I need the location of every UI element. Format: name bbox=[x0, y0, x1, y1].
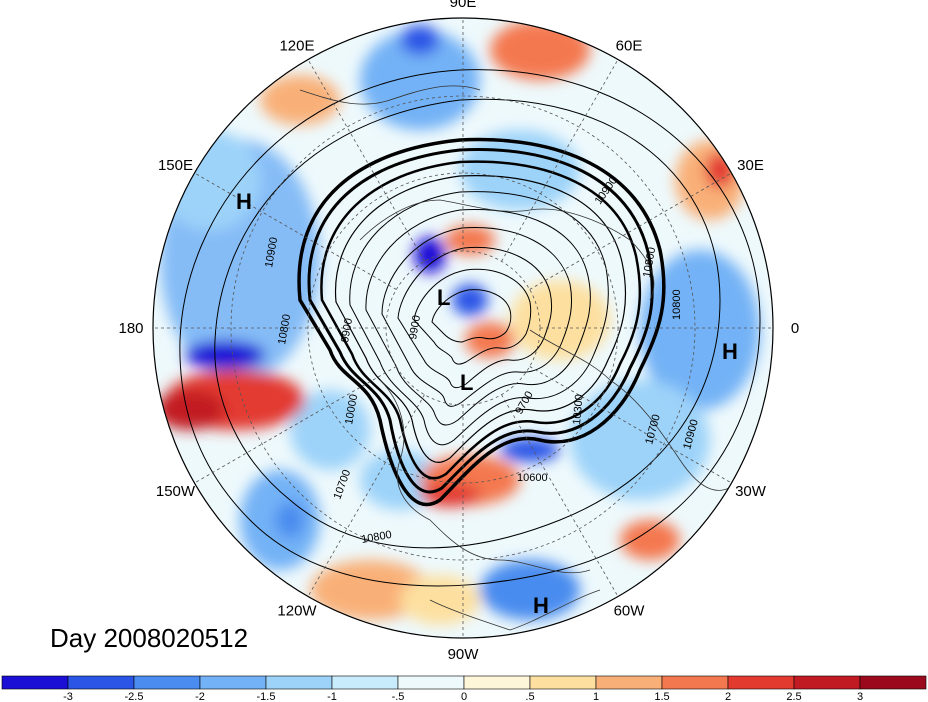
colorbar-swatch bbox=[67, 675, 135, 690]
colorbar-label: 3 bbox=[857, 691, 863, 702]
pressure-centers: H L L H H bbox=[236, 189, 738, 618]
coastlines bbox=[299, 85, 741, 631]
contour-label-10800-d: 10800 bbox=[641, 246, 658, 278]
graticule bbox=[153, 18, 773, 638]
longitude-label: 60W bbox=[614, 602, 646, 619]
high-marker-south-america: H bbox=[533, 593, 549, 618]
longitude-label: 30E bbox=[737, 157, 764, 174]
contour-label-10800-c: 10800 bbox=[671, 289, 683, 320]
contour-label-9900-b: 9900 bbox=[407, 314, 423, 340]
meridian-line bbox=[501, 59, 619, 262]
colorbar-label: -2.5 bbox=[125, 691, 144, 702]
colorbar-swatch bbox=[595, 675, 663, 690]
longitude-label: 30W bbox=[735, 483, 767, 500]
colorbar-label: -2 bbox=[195, 691, 205, 702]
contour-label-10800-b: 10800 bbox=[360, 529, 392, 546]
longitude-label: 180 bbox=[118, 320, 143, 337]
contour-label-10900-a: 10900 bbox=[263, 236, 280, 268]
longitude-label: 120E bbox=[279, 38, 314, 55]
colorbar-label: 0 bbox=[461, 691, 467, 702]
meridian-line bbox=[307, 394, 425, 597]
longitude-label: 150W bbox=[156, 483, 196, 500]
meridian-line bbox=[194, 366, 397, 484]
colorbar-swatch bbox=[265, 675, 333, 690]
colorbar-label: 1 bbox=[593, 691, 599, 702]
height-contours bbox=[179, 69, 761, 587]
longitude-label: 150E bbox=[158, 157, 193, 174]
meridian-line bbox=[529, 172, 732, 290]
contour-label-10600-a: 10600 bbox=[517, 472, 548, 484]
colorbar-swatch bbox=[133, 675, 201, 690]
meridian-line bbox=[501, 394, 619, 597]
contour-labels: 10900 10800 9900 9900 10000 10700 10800 … bbox=[263, 175, 701, 546]
colorbar-label: -3 bbox=[63, 691, 73, 702]
longitude-labels: 90E 60E 30E 0 30W 60W 90W 120W 150W 180 150E 120E bbox=[118, 0, 799, 663]
colorbar-swatch bbox=[793, 675, 861, 690]
longitude-label: 90E bbox=[450, 0, 477, 11]
colorbar-label: -1 bbox=[327, 691, 337, 702]
day-title: Day 2008020512 bbox=[50, 623, 248, 653]
longitude-label: 0 bbox=[791, 320, 799, 337]
colorbar-swatch bbox=[727, 675, 795, 690]
high-marker-atlantic-east: H bbox=[722, 339, 738, 364]
colorbar-swatch bbox=[1, 675, 69, 690]
meridian-line bbox=[194, 172, 397, 290]
colorbar-swatch bbox=[859, 675, 927, 690]
high-marker-pacific-west: H bbox=[236, 189, 252, 214]
colorbar-swatch bbox=[199, 675, 267, 690]
longitude-label: 90W bbox=[448, 646, 480, 663]
meridian-line bbox=[529, 366, 732, 484]
low-marker-siberia: L bbox=[437, 285, 450, 310]
colorbar-swatch bbox=[331, 675, 399, 690]
colorbar-label: .5 bbox=[525, 691, 534, 702]
contour-label-10300-a: 10300 bbox=[571, 394, 586, 426]
contour-label-10800-a: 10800 bbox=[276, 313, 293, 345]
contour-label-9900-a: 9900 bbox=[339, 317, 355, 343]
colorbar-label: -.5 bbox=[392, 691, 405, 702]
low-marker-pole: L bbox=[460, 370, 473, 395]
colorbar: -3 -2.5 -2 -1.5 -1 -.5 0 .5 1 1.5 2 2.5 3 bbox=[1, 675, 927, 702]
map-border bbox=[152, 17, 774, 639]
longitude-label: 120W bbox=[277, 602, 317, 619]
colorbar-label: 2.5 bbox=[786, 691, 801, 702]
longitude-label: 60E bbox=[616, 38, 643, 55]
colorbar-label: -1.5 bbox=[257, 691, 276, 702]
colorbar-swatch bbox=[529, 675, 597, 690]
colorbar-label: 2 bbox=[725, 691, 731, 702]
contour-label-10000-a: 10000 bbox=[343, 393, 360, 425]
meridian-line bbox=[307, 59, 425, 262]
colorbar-swatch bbox=[661, 675, 729, 690]
colorbar-swatch bbox=[463, 675, 531, 690]
colorbar-label: 1.5 bbox=[654, 691, 669, 702]
colorbar-swatch bbox=[397, 675, 465, 690]
